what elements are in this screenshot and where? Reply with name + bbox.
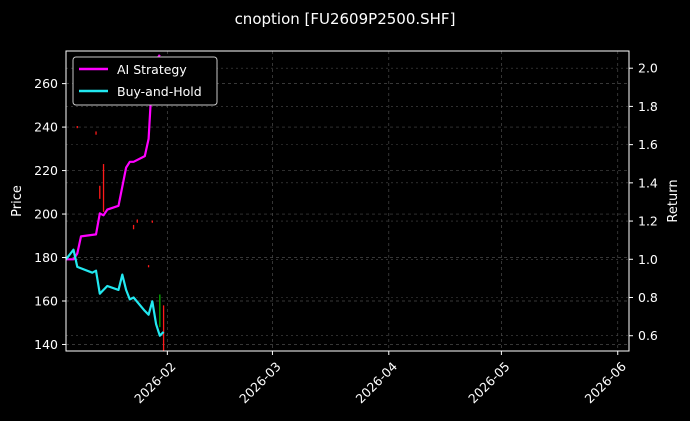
y2-tick-label: 1.8 [638, 99, 658, 114]
series-lines [65, 54, 165, 337]
y-tick-label: 260 [34, 76, 58, 91]
legend: AI Strategy Buy-and-Hold [72, 56, 218, 106]
legend-box [72, 56, 218, 106]
series-line-ai-strategy [66, 54, 161, 261]
y2-tick-label: 1.4 [638, 175, 658, 190]
y-axis-label: Price [10, 185, 25, 217]
plot-frame [65, 50, 630, 352]
y2-tick-label: 2.0 [638, 61, 658, 76]
y-tick-label: 200 [34, 207, 58, 222]
series-line-buy-and-hold [65, 248, 165, 337]
y2-axis-ticks: 0.6 0.8 1.0 1.2 1.4 1.6 1.8 2.0 [629, 61, 658, 343]
y-tick-label: 220 [34, 163, 58, 178]
y2-tick-label: 1.0 [638, 252, 658, 267]
y2-tick-label: 1.6 [638, 137, 658, 152]
y-tick-label: 160 [34, 294, 58, 309]
legend-label-ai-strategy: AI Strategy [117, 62, 187, 77]
y-axis-ticks: 140 160 180 200 220 240 260 [34, 76, 66, 352]
y2-tick-label: 0.8 [638, 290, 658, 305]
y2-tick-label: 0.6 [638, 328, 658, 343]
candlestick-marks [76, 126, 165, 351]
y2-tick-label: 1.2 [638, 214, 658, 229]
grid-lines [66, 51, 629, 351]
y-tick-label: 140 [34, 337, 58, 352]
legend-label-buy-and-hold: Buy-and-Hold [117, 84, 202, 99]
y2-axis-label: Return [666, 179, 681, 222]
chart-title: cnoption [FU2609P2500.SHF] [235, 10, 456, 28]
y-tick-label: 180 [34, 250, 58, 265]
y-tick-label: 240 [34, 120, 58, 135]
